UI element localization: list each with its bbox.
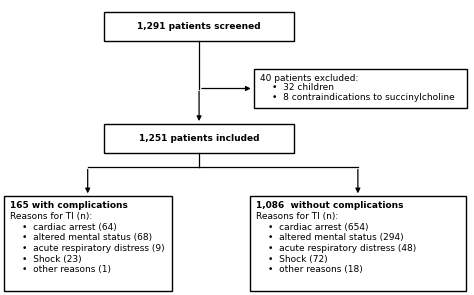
Text: •  other reasons (1): • other reasons (1) [22,265,110,274]
Text: 40 patients excluded:: 40 patients excluded: [260,74,358,83]
Text: •  acute respiratory distress (9): • acute respiratory distress (9) [22,244,164,253]
Text: Reasons for TI (n):: Reasons for TI (n): [256,212,338,221]
Text: 165 with complications: 165 with complications [10,201,128,211]
Text: 1,086  without complications: 1,086 without complications [256,201,404,211]
Text: •  altered mental status (294): • altered mental status (294) [268,233,404,242]
Text: •  cardiac arrest (654): • cardiac arrest (654) [268,223,369,232]
FancyBboxPatch shape [104,12,294,41]
Text: •  Shock (72): • Shock (72) [268,255,328,264]
Text: •  altered mental status (68): • altered mental status (68) [22,233,152,242]
FancyBboxPatch shape [104,124,294,153]
FancyBboxPatch shape [4,196,172,291]
Text: Reasons for TI (n):: Reasons for TI (n): [10,212,92,221]
Text: •  32 children: • 32 children [272,83,334,93]
Text: 1,251 patients included: 1,251 patients included [139,134,259,143]
Text: 1,291 patients screened: 1,291 patients screened [137,22,261,31]
FancyBboxPatch shape [250,196,465,291]
Text: •  cardiac arrest (64): • cardiac arrest (64) [22,223,116,232]
Text: •  Shock (23): • Shock (23) [22,255,81,264]
Text: •  other reasons (18): • other reasons (18) [268,265,363,274]
Text: •  acute respiratory distress (48): • acute respiratory distress (48) [268,244,416,253]
Text: •  8 contraindications to succinylcholine: • 8 contraindications to succinylcholine [272,93,455,102]
FancyBboxPatch shape [254,69,467,108]
